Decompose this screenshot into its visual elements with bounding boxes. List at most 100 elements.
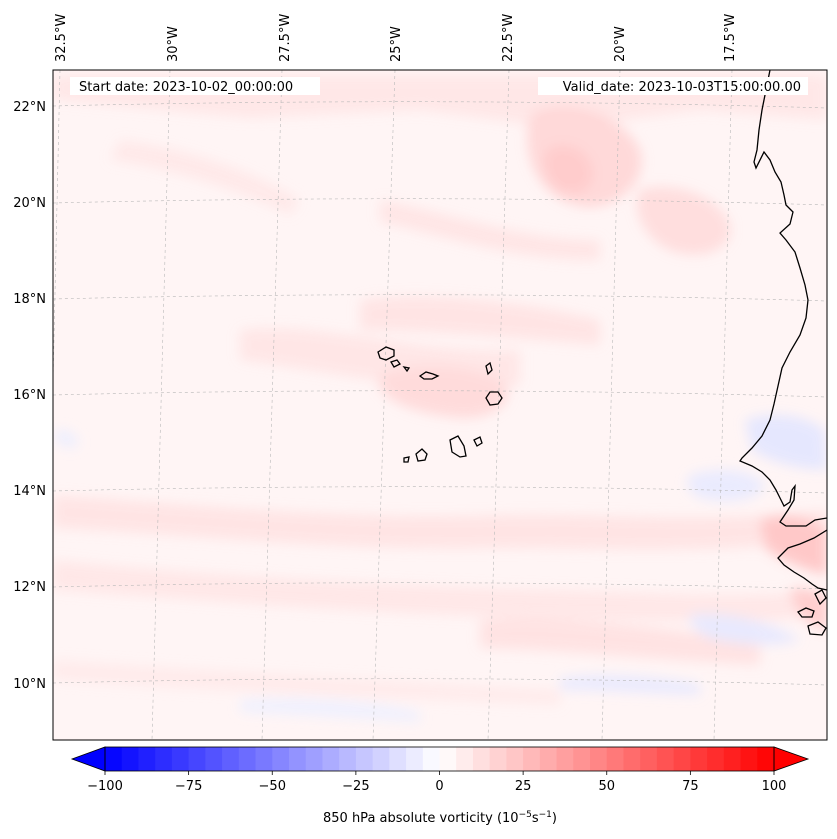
- colorbar-segment: [389, 747, 407, 771]
- colorbar-segment: [339, 747, 357, 771]
- cape-verde-maio: [473, 436, 483, 447]
- colorbar-segment: [439, 747, 457, 771]
- colorbar-tick-label: −100: [87, 779, 123, 794]
- lat-tick-label: 20°N: [13, 196, 46, 211]
- parallel-20n: [53, 198, 827, 206]
- parallel-12n: [53, 582, 827, 590]
- colorbar-tick-label: 50: [598, 779, 615, 794]
- map-panel[interactable]: [45, 69, 828, 741]
- colorbar-segment: [305, 747, 323, 771]
- colorbar-segment: [105, 747, 123, 771]
- colorbar-segment: [656, 747, 675, 771]
- lon-tick-label: 25°W: [389, 26, 404, 62]
- colorbar-tick-label: −25: [342, 779, 369, 794]
- colorbar-segment: [255, 747, 273, 771]
- cape-verde-sao-vicente: [390, 359, 401, 368]
- meridian-17-5w: [713, 70, 733, 740]
- colorbar-segment: [489, 747, 507, 771]
- lon-tick-label: 20°W: [613, 26, 628, 62]
- colorbar-tick-label: 100: [762, 779, 787, 794]
- colorbar-tick-label: 25: [515, 779, 532, 794]
- colorbar-segment: [707, 747, 725, 771]
- colorbar-segment: [523, 747, 541, 771]
- colorbar-segment: [372, 747, 390, 771]
- lat-tick-label: 22°N: [13, 100, 46, 115]
- colorbar-segment: [673, 747, 691, 771]
- colorbar-extend-min: [70, 746, 106, 772]
- colorbar-segment: [456, 747, 474, 771]
- colorbar-segment: [238, 747, 257, 771]
- meridian-30w: [151, 70, 171, 740]
- colorbar-segment: [556, 747, 574, 771]
- colorbar-tick-label: 0: [435, 779, 443, 794]
- colorbar-tick-label: −75: [175, 779, 202, 794]
- coastlines: [377, 70, 827, 636]
- colorbar-segment: [690, 747, 708, 771]
- colorbar-label: 850 hPa absolute vorticity (10−5s−1): [323, 810, 557, 826]
- cape-verde-sal: [485, 361, 493, 376]
- colorbar-segment: [640, 747, 658, 771]
- colorbar-tick-label: −50: [259, 779, 286, 794]
- lat-tick-label: 18°N: [13, 292, 46, 307]
- meridian-25w: [372, 70, 396, 740]
- gridlines: [53, 70, 827, 740]
- cape-verde-santo-antao: [377, 346, 395, 361]
- valid-date-box: Valid_date: 2023-10-03T15:00:00.00: [538, 77, 808, 95]
- lat-tick-label: 14°N: [13, 484, 46, 499]
- colorbar-segment: [740, 747, 758, 771]
- colorbar-segment: [623, 747, 641, 771]
- colorbar-segment: [188, 747, 206, 771]
- meridian-20w: [601, 70, 621, 740]
- lat-tick-label: 12°N: [13, 580, 46, 595]
- meridian-27-5w: [261, 70, 283, 740]
- colorbar-segment: [723, 747, 742, 771]
- latitude-tick-labels: 22°N 20°N 18°N 16°N 14°N 12°N 10°N: [13, 100, 46, 692]
- valid-date-text: Valid_date: 2023-10-03T15:00:00.00: [563, 80, 801, 95]
- coastal-island-2: [807, 621, 827, 636]
- cape-verde-fogo: [415, 448, 428, 462]
- lon-tick-label: 27.5°W: [278, 14, 293, 62]
- colorbar-segment: [406, 747, 424, 771]
- colorbar-segment: [506, 747, 524, 771]
- colorbar-segment: [539, 747, 558, 771]
- lon-tick-label: 30°W: [166, 26, 181, 62]
- colorbar-segment: [573, 747, 591, 771]
- colorbar-extend-max: [773, 746, 810, 772]
- lon-tick-label: 22.5°W: [501, 14, 516, 62]
- lon-tick-label: 17.5°W: [723, 14, 738, 62]
- cape-verde-boa-vista: [485, 391, 503, 406]
- colorbar-tick-label: 75: [682, 779, 699, 794]
- map-frame: [52, 69, 828, 741]
- colorbar-segment: [472, 747, 491, 771]
- parallel-10n: [53, 678, 827, 686]
- longitude-tick-labels: 32.5°W 30°W 27.5°W 25°W 22.5°W 20°W 17.5…: [54, 14, 738, 62]
- coastal-island-3: [814, 589, 827, 606]
- colorbar-segment: [155, 747, 173, 771]
- coastal-island-1: [796, 607, 815, 618]
- colorbar-segment: [288, 747, 307, 771]
- colorbar-segment: [355, 747, 374, 771]
- colorbar-segment: [205, 747, 223, 771]
- colorbar-segment: [757, 747, 775, 771]
- colorbar-segment: [590, 747, 608, 771]
- africa-coastline: [739, 70, 827, 527]
- start-date-text: Start date: 2023-10-02_00:00:00: [79, 80, 293, 95]
- colorbar-ticks: −100 −75 −50 −25 0 25 50 75 100: [87, 771, 786, 794]
- start-date-box: Start date: 2023-10-02_00:00:00: [70, 77, 320, 95]
- lon-tick-label: 32.5°W: [54, 14, 69, 62]
- meridian-22-5w: [487, 70, 510, 740]
- colorbar-segment: [138, 747, 156, 771]
- colorbar: −100 −75 −50 −25 0 25 50 75 100 850 hPa absolute…: [70, 746, 810, 826]
- cape-verde-santiago: [449, 435, 467, 458]
- lat-tick-label: 16°N: [13, 388, 46, 403]
- colorbar-segment: [171, 747, 190, 771]
- colorbar-segments: [105, 747, 775, 771]
- parallel-14n: [53, 486, 827, 494]
- cape-verde-santa-luzia: [402, 366, 411, 373]
- cape-verde-brava: [403, 456, 410, 463]
- colorbar-segment: [121, 747, 139, 771]
- colorbar-segment: [222, 747, 240, 771]
- parallel-16n: [53, 390, 827, 398]
- colorbar-segment: [322, 747, 340, 771]
